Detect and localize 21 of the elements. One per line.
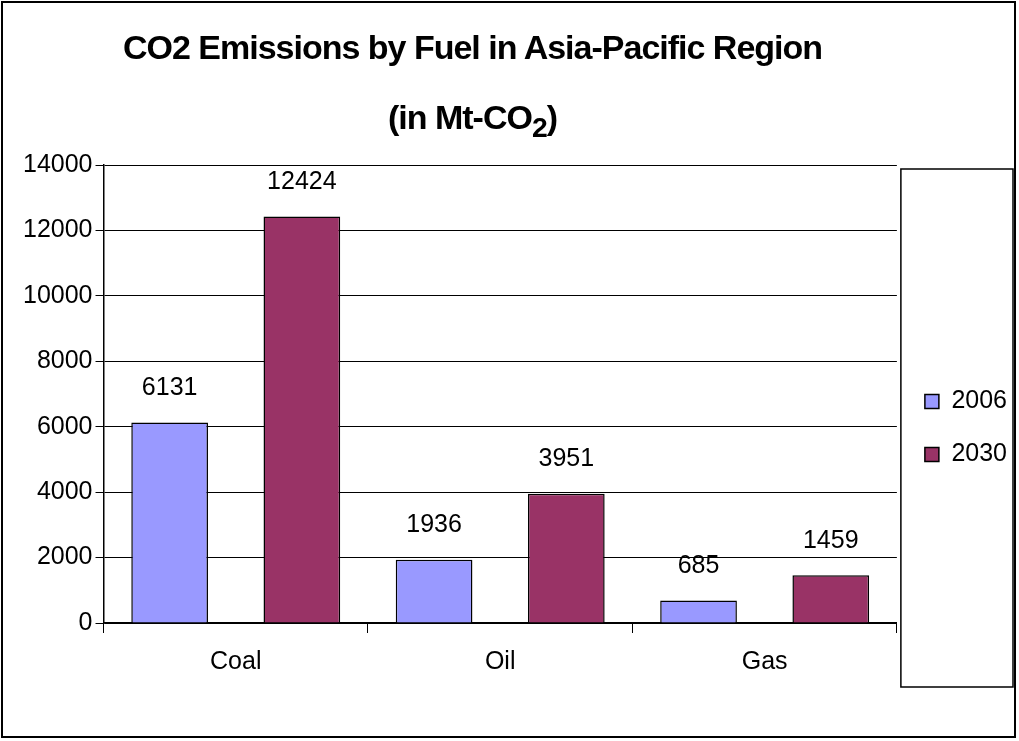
y-tick-label: 14000 <box>22 148 93 177</box>
y-tick-label: 6000 <box>36 410 93 439</box>
y-tick-label: 4000 <box>36 476 93 505</box>
legend-label: 2030 <box>951 438 1008 467</box>
x-tick-label: Coal <box>210 645 262 674</box>
y-tick-label: 0 <box>78 606 93 635</box>
y-tick-label: 10000 <box>22 279 93 308</box>
x-tick-label: Gas <box>741 645 788 674</box>
chart-subtitle: (in Mt-CO$_{2}$) <box>386 98 558 144</box>
data-label: 3951 <box>538 443 595 472</box>
legend-label: 2006 <box>951 385 1008 414</box>
y-tick-label: 12000 <box>22 214 93 243</box>
y-tick-label: 2000 <box>36 541 93 570</box>
data-label: 12424 <box>267 165 337 194</box>
y-tick-label: 8000 <box>36 345 93 374</box>
data-label: 6131 <box>141 371 198 400</box>
data-label: 1459 <box>802 524 859 553</box>
data-label: 1936 <box>406 509 462 538</box>
data-label: 685 <box>677 549 720 578</box>
x-tick-label: Oil <box>484 645 516 674</box>
chart-title: CO2 Emissions by Fuel in Asia-Pacific Region <box>121 28 824 67</box>
